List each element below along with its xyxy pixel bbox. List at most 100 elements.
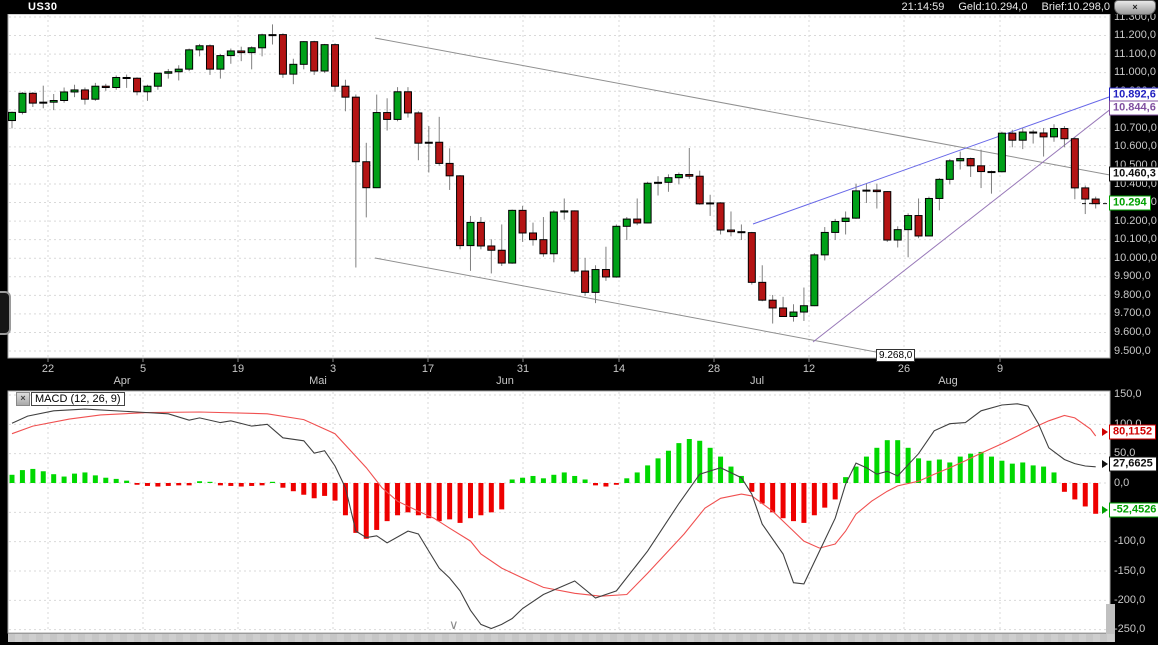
candle-body (1060, 128, 1069, 140)
candle-body (247, 47, 256, 54)
candle-body (112, 76, 121, 89)
side-panel-handle[interactable] (0, 291, 11, 335)
macd-axis-label: -200,0 (1114, 593, 1146, 606)
histogram-bar (603, 483, 609, 487)
histogram-bar (51, 474, 57, 483)
candle-body (1091, 198, 1100, 205)
price-axis-label: 10.200,0 (1114, 214, 1157, 227)
candle-body (39, 101, 48, 104)
candle-body (1070, 138, 1079, 189)
histogram-bar (238, 483, 244, 487)
candle-body (581, 270, 590, 293)
histogram-bar (895, 440, 901, 483)
trendline-low-annotation: 9.268,0 (876, 349, 916, 362)
price-marker-trendline-value-purple: 10.844,6 (1109, 100, 1158, 116)
candle-body (935, 178, 944, 199)
histogram-bar (249, 483, 255, 486)
candle-body (737, 231, 746, 234)
histogram-bar (999, 460, 1005, 483)
candle-body (341, 85, 350, 98)
histogram-bar (780, 483, 786, 519)
candle-body (1081, 187, 1090, 200)
candle-body (872, 189, 881, 193)
chevron-down-icon[interactable]: ∨ (449, 617, 459, 632)
candle-body (799, 305, 808, 313)
histogram-bar (738, 475, 744, 483)
histogram-bar (457, 483, 463, 523)
candle-body (456, 175, 465, 247)
trendline-channel-lower[interactable] (374, 257, 909, 358)
histogram-bar (593, 483, 599, 486)
histogram-bar (270, 481, 275, 483)
histogram-bar (322, 483, 328, 496)
candle-body (122, 76, 131, 79)
histogram-bar (749, 483, 755, 492)
candle-body (726, 229, 735, 233)
horizontal-scrollbar[interactable] (8, 633, 1115, 642)
histogram-bar (342, 483, 348, 516)
histogram-bar (1009, 463, 1015, 483)
candle-body (1008, 132, 1017, 141)
clock-time: 21:14:59 (901, 1, 945, 13)
candle-body (852, 190, 861, 219)
histogram-bar (332, 483, 338, 501)
gridlines (9, 15, 1109, 632)
candle-body (560, 210, 569, 213)
macd-close-icon[interactable]: × (16, 392, 30, 406)
candle-body (664, 177, 673, 183)
histogram-bar (1020, 462, 1026, 483)
histogram-bar (978, 451, 984, 483)
trendline-channel-upper[interactable] (374, 37, 1110, 176)
histogram-bar (353, 483, 359, 533)
histogram-bar (217, 483, 223, 486)
time-axis-label: 14 (612, 363, 626, 375)
histogram-bar (1072, 483, 1078, 500)
histogram-bar (176, 483, 182, 486)
candle-body (518, 209, 527, 234)
price-axis-label: 10.600,0 (1114, 140, 1157, 153)
price-marker-trendline-value-gray: 10.460,3 (1109, 166, 1158, 182)
candle-body (549, 211, 558, 255)
histogram-bar (1051, 472, 1057, 483)
macd-histogram (9, 438, 1099, 539)
candle-body (820, 231, 829, 256)
candle-body (883, 191, 892, 241)
window-close-button[interactable]: × (1114, 0, 1156, 15)
time-axis-label: 3 (329, 363, 337, 375)
candle-body (654, 181, 663, 184)
histogram-bar (1093, 483, 1099, 514)
candle-body (18, 92, 27, 113)
histogram-bar (926, 460, 932, 483)
candle-body (164, 71, 173, 74)
price-axis-label: 10.700,0 (1114, 121, 1157, 134)
candle-body (383, 112, 392, 120)
histogram-bar (207, 481, 213, 483)
price-axis-label: 9.500,0 (1114, 344, 1151, 357)
price-axis-label: 9.600,0 (1114, 325, 1151, 338)
candle-body (768, 299, 777, 309)
histogram-bar (613, 483, 619, 485)
histogram-bar (863, 456, 869, 483)
histogram-bar (395, 483, 401, 516)
price-axis-label: 9.800,0 (1114, 288, 1151, 301)
candle-body (570, 210, 579, 272)
histogram-bar (936, 459, 942, 483)
macd-axis-label: -150,0 (1114, 564, 1146, 577)
price-axis-label: 11.100,0 (1114, 47, 1157, 60)
histogram-bar (770, 483, 776, 513)
trendline-uptrend-purple[interactable] (812, 108, 1112, 343)
histogram-bar (405, 483, 411, 513)
trendline-uptrend-blue[interactable] (752, 96, 1112, 225)
candle-body (435, 141, 444, 164)
macd-axis-label: 150,0 (1114, 388, 1142, 401)
histogram-bar (436, 483, 442, 522)
histogram-bar (759, 483, 765, 504)
histogram-bar (874, 447, 880, 483)
time-axis-label: 5 (139, 363, 147, 375)
macd-value-signal-value: 80,1152 (1109, 424, 1157, 440)
candle-body (1018, 131, 1027, 141)
macd-axis-label: 0,0 (1114, 476, 1130, 489)
symbol-title: US30 (28, 1, 58, 13)
